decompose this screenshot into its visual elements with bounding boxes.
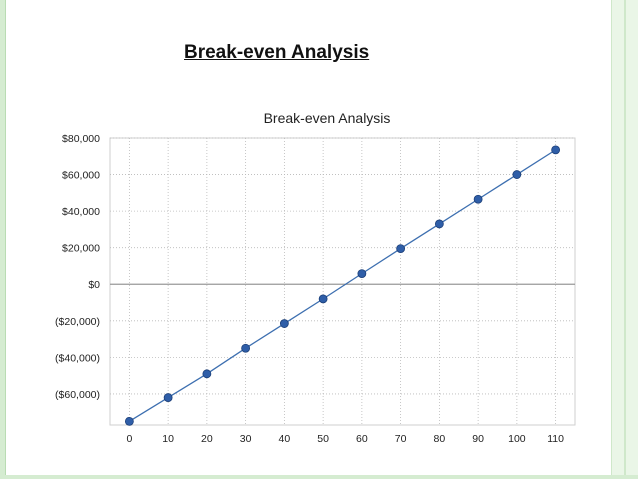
data-point bbox=[357, 269, 367, 279]
data-point bbox=[318, 294, 328, 304]
data-point bbox=[241, 343, 251, 353]
y-tick-label: ($40,000) bbox=[55, 352, 100, 364]
data-point bbox=[163, 393, 173, 402]
slide-border-left bbox=[0, 0, 6, 479]
x-tick-label: 60 bbox=[356, 433, 368, 445]
x-tick-label: 100 bbox=[508, 433, 526, 445]
y-tick-label: $0 bbox=[88, 279, 100, 291]
chart-tick-labels: $80,000 $60,000 $40,000 $20,000 $0 ($20,000) (… bbox=[55, 133, 564, 445]
y-tick-label: $20,000 bbox=[62, 243, 100, 255]
y-tick-label: $80,000 bbox=[62, 133, 100, 145]
x-tick-label: 30 bbox=[240, 433, 252, 445]
data-point bbox=[434, 219, 444, 229]
plot-area bbox=[109, 137, 576, 426]
data-point bbox=[551, 145, 561, 155]
x-tick-label: 40 bbox=[279, 433, 291, 445]
x-tick-label: 50 bbox=[317, 433, 329, 445]
data-point bbox=[396, 244, 406, 253]
y-tick-label: ($60,000) bbox=[55, 389, 100, 401]
x-tick-label: 20 bbox=[201, 433, 213, 445]
y-tick-label: ($20,000) bbox=[55, 316, 100, 328]
x-tick-label: 110 bbox=[547, 433, 564, 445]
x-tick-label: 10 bbox=[162, 433, 174, 445]
chart-series bbox=[124, 145, 561, 426]
series-line bbox=[129, 149, 556, 422]
x-tick-label: 0 bbox=[126, 433, 132, 445]
y-tick-label: $40,000 bbox=[62, 206, 100, 218]
data-point bbox=[473, 194, 483, 204]
data-point bbox=[512, 170, 522, 179]
x-tick-label: 80 bbox=[434, 433, 446, 445]
y-tick-label: $60,000 bbox=[62, 170, 100, 182]
data-point bbox=[124, 416, 134, 426]
x-tick-label: 90 bbox=[472, 433, 484, 445]
slide-border-right-accent bbox=[624, 0, 626, 479]
data-point bbox=[279, 319, 289, 328]
chart-title: Break-even Analysis bbox=[264, 110, 391, 126]
x-tick-label: 70 bbox=[395, 433, 407, 445]
slide-title: Break-even Analysis bbox=[184, 42, 370, 63]
chart-gridlines bbox=[109, 137, 576, 426]
data-point bbox=[202, 369, 212, 379]
slide-border-bottom bbox=[0, 475, 638, 479]
